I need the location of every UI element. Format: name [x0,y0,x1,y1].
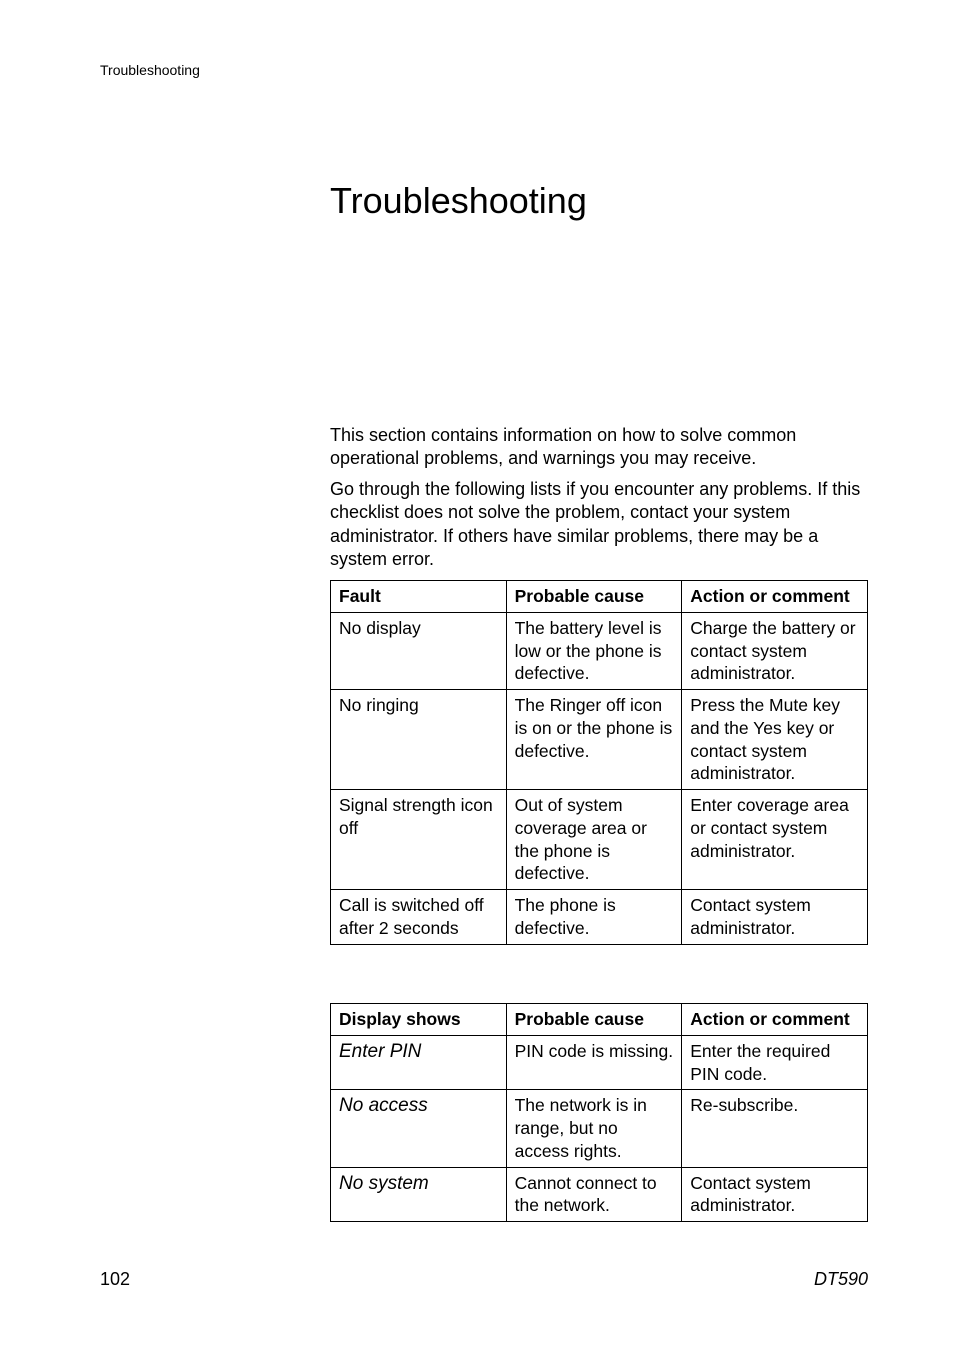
cell-cause: Cannot connect to the network. [506,1167,682,1222]
intro-paragraph-2: Go through the following lists if you en… [330,478,868,572]
col-header-cause: Probable cause [506,581,682,613]
table-row: No display The battery level is low or t… [331,612,868,689]
page: Troubleshooting Troubleshooting This sec… [0,0,954,1352]
cell-cause: The network is in range, but no access r… [506,1090,682,1167]
cell-cause: The Ringer off icon is on or the phone i… [506,690,682,790]
table-row: Signal strength icon off Out of system c… [331,790,868,890]
cell-cause: The battery level is low or the phone is… [506,612,682,689]
intro-paragraph-1: This section contains information on how… [330,424,868,471]
footer-model: DT590 [814,1269,868,1290]
fault-table: Fault Probable cause Action or comment N… [330,580,868,945]
cell-action: Re-subscribe. [682,1090,868,1167]
cell-fault: No display [331,612,507,689]
cell-cause: The phone is defective. [506,890,682,945]
cell-display: No system [331,1167,507,1222]
cell-fault: Call is switched off after 2 seconds [331,890,507,945]
table-row: No system Cannot connect to the network.… [331,1167,868,1222]
cell-display: No access [331,1090,507,1167]
cell-action: Charge the battery or contact system adm… [682,612,868,689]
table-row: No ringing The Ringer off icon is on or … [331,690,868,790]
table-header-row: Display shows Probable cause Action or c… [331,1004,868,1036]
col-header-action: Action or comment [682,1004,868,1036]
cell-action: Contact system administrator. [682,890,868,945]
table-header-row: Fault Probable cause Action or comment [331,581,868,613]
cell-action: Enter coverage area or contact system ad… [682,790,868,890]
cell-fault: Signal strength icon off [331,790,507,890]
page-number: 102 [100,1269,130,1290]
cell-action: Enter the required PIN code. [682,1035,868,1090]
cell-action: Contact system administrator. [682,1167,868,1222]
col-header-action: Action or comment [682,581,868,613]
cell-cause: PIN code is missing. [506,1035,682,1090]
page-title: Troubleshooting [330,180,587,222]
cell-action: Press the Mute key and the Yes key or co… [682,690,868,790]
table-row: Enter PIN PIN code is missing. Enter the… [331,1035,868,1090]
running-header: Troubleshooting [100,62,200,78]
col-header-fault: Fault [331,581,507,613]
cell-fault: No ringing [331,690,507,790]
display-table: Display shows Probable cause Action or c… [330,1003,868,1222]
table-row: Call is switched off after 2 seconds The… [331,890,868,945]
table-row: No access The network is in range, but n… [331,1090,868,1167]
cell-cause: Out of system coverage area or the phone… [506,790,682,890]
col-header-display: Display shows [331,1004,507,1036]
cell-display: Enter PIN [331,1035,507,1090]
col-header-cause: Probable cause [506,1004,682,1036]
